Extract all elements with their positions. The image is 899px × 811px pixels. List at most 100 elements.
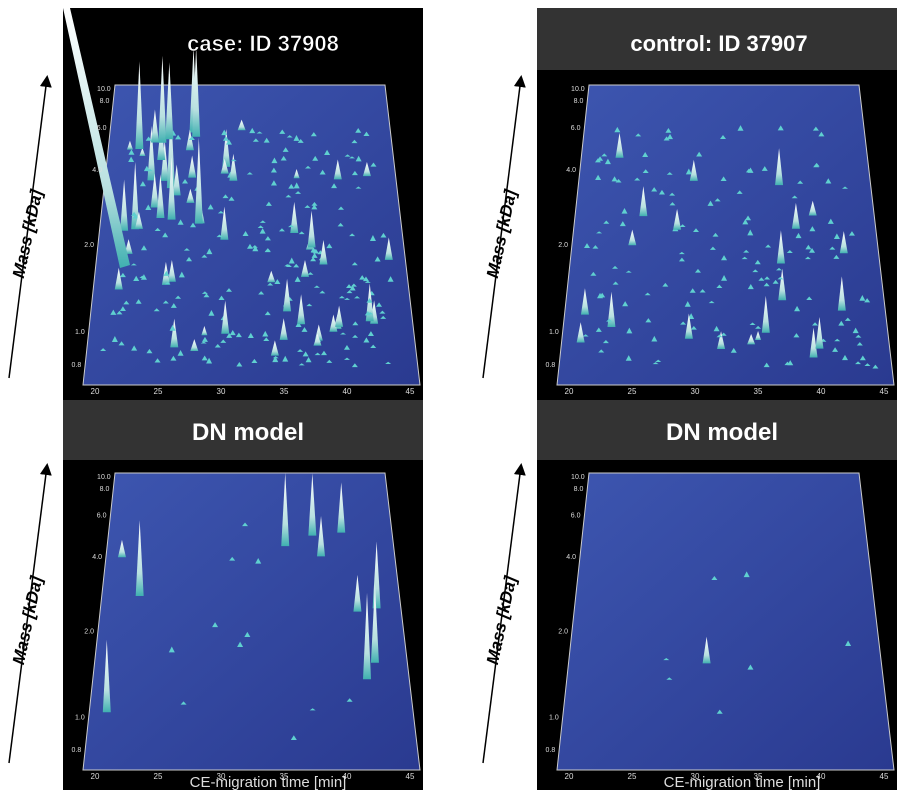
axis-arrow — [482, 75, 526, 379]
peak — [856, 342, 863, 346]
peak — [666, 677, 673, 680]
peak — [635, 133, 642, 137]
peak — [178, 271, 185, 278]
peak — [606, 318, 613, 322]
peak — [720, 332, 727, 336]
peak — [720, 176, 727, 181]
peak — [279, 129, 286, 134]
peak — [135, 520, 144, 596]
peak — [594, 158, 601, 163]
peak — [190, 339, 199, 352]
peak — [131, 162, 140, 230]
peak — [284, 264, 291, 267]
peak — [806, 296, 813, 301]
peak — [855, 334, 862, 338]
y-tick-label: 6.0 — [97, 513, 107, 520]
peak — [309, 708, 316, 711]
peak — [777, 125, 784, 131]
panel-title: DN model — [666, 419, 778, 446]
peak — [825, 178, 832, 184]
peak — [229, 153, 238, 181]
peak — [221, 129, 228, 136]
peak — [655, 359, 662, 363]
peak — [167, 260, 176, 282]
peak — [713, 325, 720, 332]
peak — [747, 284, 754, 290]
peak — [595, 327, 602, 332]
peak — [805, 244, 812, 250]
peak — [288, 183, 295, 189]
peak — [203, 293, 210, 298]
peak — [131, 345, 138, 351]
peak — [662, 282, 669, 287]
peak — [162, 232, 169, 238]
peak — [175, 134, 182, 140]
peak — [297, 349, 304, 352]
peak — [776, 267, 783, 271]
peak — [346, 284, 353, 289]
peak — [220, 158, 229, 174]
y-tick-label: 8.0 — [574, 98, 584, 105]
x-tick-label: 45 — [406, 772, 415, 781]
peak — [256, 131, 263, 134]
peak — [747, 167, 754, 173]
peak — [307, 210, 316, 248]
peak — [711, 575, 718, 581]
peak — [761, 166, 768, 171]
peak — [175, 295, 182, 299]
peak — [716, 709, 723, 714]
peak — [274, 279, 281, 284]
peak — [719, 134, 726, 139]
peak — [319, 239, 328, 265]
peak — [140, 245, 147, 251]
peak — [804, 256, 811, 260]
peak — [194, 137, 203, 224]
peak — [791, 202, 800, 229]
peak — [297, 139, 304, 143]
y-tick-label: 8.0 — [100, 486, 110, 493]
peak — [258, 291, 265, 295]
peak — [201, 291, 208, 294]
peak — [380, 232, 387, 238]
peak — [699, 289, 706, 293]
peak — [279, 318, 288, 340]
peak — [286, 135, 293, 138]
peak — [829, 246, 836, 250]
peak — [592, 245, 599, 249]
peak — [612, 281, 619, 285]
peak — [755, 330, 762, 341]
peak — [598, 349, 605, 353]
x-tick-label: 35 — [280, 387, 289, 396]
peak — [812, 322, 819, 326]
peak — [678, 251, 685, 255]
y-tick-label: 6.0 — [571, 125, 581, 132]
peak — [235, 332, 242, 338]
peak — [295, 191, 302, 194]
peak — [290, 735, 297, 740]
y-tick-label: 4.0 — [566, 554, 576, 561]
x-tick-label: 25 — [154, 387, 163, 396]
axis-arrow — [8, 463, 52, 764]
peak — [716, 284, 723, 288]
peak — [280, 155, 287, 161]
peak — [117, 539, 126, 558]
peak — [242, 231, 249, 237]
peak — [765, 244, 772, 248]
peak — [156, 174, 165, 218]
peak — [177, 349, 184, 356]
peak — [387, 276, 394, 282]
x-tick-label: 40 — [343, 772, 352, 781]
peak — [225, 139, 232, 145]
peak — [326, 243, 333, 249]
peak — [218, 295, 225, 300]
peak — [119, 306, 126, 312]
peak — [689, 288, 696, 293]
peak — [363, 592, 372, 680]
peak — [864, 298, 871, 303]
peak — [340, 332, 347, 335]
peak — [290, 201, 299, 234]
peak — [118, 341, 125, 346]
peak — [842, 186, 849, 189]
peak — [837, 276, 846, 311]
peak — [249, 127, 256, 134]
